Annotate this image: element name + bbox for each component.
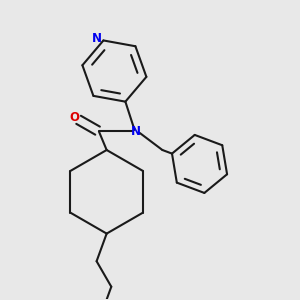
Text: N: N — [131, 125, 141, 138]
Text: N: N — [92, 32, 102, 45]
Text: O: O — [69, 111, 79, 124]
